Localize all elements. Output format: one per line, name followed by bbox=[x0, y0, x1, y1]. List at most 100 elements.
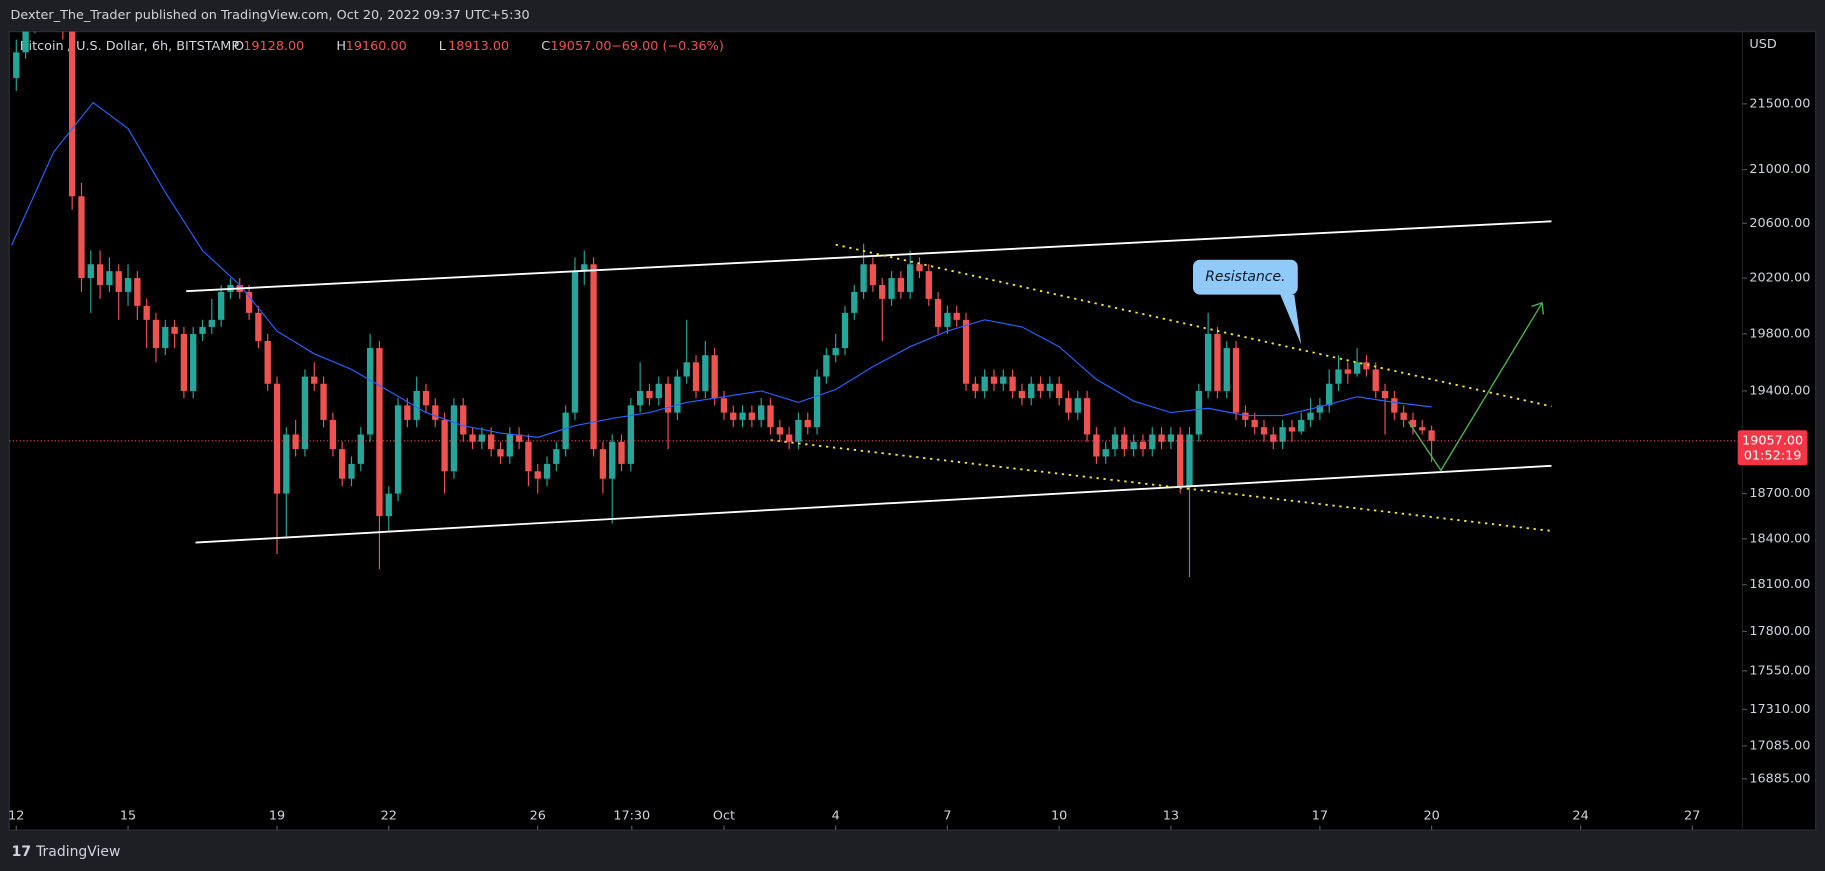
candle-body bbox=[394, 405, 402, 494]
candle-body bbox=[925, 271, 932, 299]
x-tick-label: 17 bbox=[1312, 809, 1328, 824]
candle-body bbox=[795, 419, 802, 442]
candle-body bbox=[124, 278, 132, 292]
candle-body bbox=[488, 434, 495, 450]
candle-body bbox=[478, 434, 486, 442]
brand: TradingView bbox=[35, 844, 120, 860]
x-tick-label: 19 bbox=[269, 809, 285, 824]
y-tick-label: 21500.00 bbox=[1749, 96, 1810, 111]
candle-body bbox=[869, 264, 877, 285]
candle-body bbox=[627, 405, 635, 464]
candle-body bbox=[739, 412, 746, 420]
candle-body bbox=[581, 264, 588, 272]
candle-body bbox=[1130, 441, 1137, 450]
candle-body bbox=[990, 376, 998, 384]
ohlc-value: 18913.00 bbox=[448, 39, 509, 54]
candle-body bbox=[1000, 376, 1007, 384]
candle-body bbox=[329, 419, 337, 450]
candle-body bbox=[664, 383, 672, 413]
candle-body bbox=[180, 333, 188, 391]
candle-body bbox=[916, 264, 923, 272]
plot bbox=[11, 31, 1435, 577]
candle-body bbox=[1288, 427, 1296, 432]
candle-body bbox=[1074, 398, 1081, 413]
candle-body bbox=[823, 355, 830, 377]
candle-body bbox=[339, 449, 346, 479]
candle-body bbox=[1260, 427, 1268, 435]
candle-body bbox=[1149, 434, 1156, 450]
ohlc-key: O bbox=[234, 39, 244, 54]
x-tick-label: 27 bbox=[1684, 809, 1700, 824]
x-tick-label: 12 bbox=[8, 809, 24, 824]
candle-body bbox=[1307, 412, 1314, 420]
candle-body bbox=[851, 291, 858, 313]
candle-body bbox=[1251, 419, 1258, 428]
y-tick-label: 17310.00 bbox=[1749, 702, 1810, 717]
y-tick-label: 17800.00 bbox=[1749, 624, 1810, 639]
x-tick-label: 26 bbox=[530, 809, 546, 824]
y-tick-label: 19800.00 bbox=[1749, 326, 1810, 341]
y-tick-label: 19400.00 bbox=[1749, 383, 1810, 398]
candle-body bbox=[152, 319, 160, 349]
publisher: Dexter_The_Trader published on TradingVi… bbox=[10, 8, 529, 23]
candle-body bbox=[311, 376, 318, 384]
candle-body bbox=[1344, 369, 1351, 374]
symbol: Bitcoin / U.S. Dollar, 6h, BITSTAMP bbox=[20, 39, 240, 54]
drawings: Resistance. bbox=[186, 220, 1552, 544]
candle-body bbox=[720, 398, 728, 413]
projection-arrow bbox=[1407, 302, 1543, 472]
candle-body bbox=[636, 390, 644, 406]
x-tick-label: 4 bbox=[832, 809, 840, 824]
candle-body bbox=[1009, 376, 1016, 391]
x-tick-label: 17:30 bbox=[613, 809, 650, 824]
candle-body bbox=[655, 383, 662, 399]
candle-body bbox=[385, 493, 392, 517]
candle-body bbox=[96, 264, 104, 285]
candle-body bbox=[1372, 369, 1379, 391]
candle-body bbox=[1186, 434, 1193, 487]
candle-body bbox=[301, 376, 309, 450]
candle-body bbox=[907, 264, 914, 292]
candle-body bbox=[404, 405, 411, 420]
countdown: 01:52:19 bbox=[1744, 448, 1801, 463]
y-tick-label: 17085.00 bbox=[1749, 738, 1810, 753]
candle-body bbox=[832, 348, 839, 356]
candle-body bbox=[1055, 383, 1063, 399]
candle-body bbox=[208, 319, 215, 327]
logo: 𝟭𝟳 bbox=[12, 844, 31, 860]
candle-body bbox=[348, 463, 355, 479]
candle-body bbox=[962, 319, 970, 384]
candle-body bbox=[1223, 348, 1230, 391]
candle-body bbox=[1139, 441, 1147, 450]
channel-top bbox=[186, 220, 1552, 293]
candle-body bbox=[571, 271, 579, 413]
candle-body bbox=[1232, 348, 1240, 413]
candle-body bbox=[469, 434, 476, 442]
candle-body bbox=[422, 390, 430, 406]
candle-body bbox=[68, 31, 76, 197]
candle-body bbox=[283, 434, 290, 494]
candle-body bbox=[879, 284, 886, 299]
x-tick-label: 22 bbox=[381, 809, 397, 824]
candle-body bbox=[506, 434, 513, 457]
candle-body bbox=[1177, 434, 1184, 487]
candle-body bbox=[1316, 405, 1324, 413]
candle-body bbox=[1167, 434, 1175, 442]
x-tick-label: 10 bbox=[1051, 809, 1067, 824]
ohlc-key: H bbox=[336, 39, 346, 54]
candle-body bbox=[711, 355, 718, 399]
candle-body bbox=[1018, 390, 1026, 399]
candle-body bbox=[609, 441, 616, 479]
candle-body bbox=[981, 376, 988, 391]
candle-body bbox=[190, 333, 197, 391]
candle-body bbox=[199, 326, 206, 334]
candle-body bbox=[1037, 383, 1044, 391]
candle-body bbox=[320, 383, 327, 420]
arrow-head bbox=[1531, 301, 1545, 315]
candle-body bbox=[115, 271, 122, 292]
candle-body bbox=[1028, 383, 1035, 399]
candle-body bbox=[255, 312, 262, 341]
candle-body bbox=[273, 383, 281, 494]
